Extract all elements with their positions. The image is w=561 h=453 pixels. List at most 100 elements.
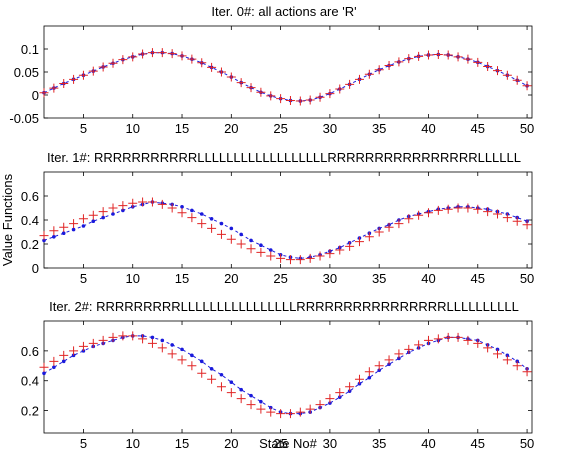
data-point-dot — [199, 359, 204, 364]
y-tick-label: 0.1 — [21, 42, 39, 57]
x-tick-label: 15 — [175, 121, 189, 136]
data-point-plus — [453, 52, 463, 62]
data-point-plus — [423, 335, 433, 345]
data-point-plus — [128, 331, 138, 341]
data-point-plus — [88, 210, 98, 220]
data-point-plus — [236, 239, 246, 249]
x-tick-label: 10 — [125, 121, 139, 136]
x-tick-label: 35 — [372, 271, 386, 286]
data-point-plus — [216, 382, 226, 392]
data-point-plus — [157, 48, 167, 58]
data-point-plus — [138, 197, 148, 207]
data-point-plus — [384, 61, 394, 71]
data-point-plus — [59, 79, 69, 88]
x-tick-label: 30 — [323, 271, 337, 286]
data-point-plus — [236, 394, 246, 404]
y-tick-label: 0.4 — [21, 213, 39, 228]
data-point-plus — [49, 356, 59, 366]
x-axis-label: State No# — [259, 436, 318, 451]
y-tick-label: 0.2 — [21, 237, 39, 252]
plot-frame-iter-1 — [43, 171, 533, 269]
data-point-plus — [69, 219, 79, 229]
x-tick-label: 15 — [175, 271, 189, 286]
data-point-plus — [345, 382, 355, 392]
data-point-plus — [512, 361, 522, 371]
x-tick-label: 20 — [224, 271, 238, 286]
data-point-plus — [59, 350, 69, 360]
data-point-plus — [276, 409, 286, 419]
data-point-plus — [285, 96, 295, 106]
data-point-plus — [207, 223, 217, 233]
data-point-dot — [170, 343, 174, 347]
x-tick-label: 35 — [372, 436, 386, 451]
data-point-plus — [364, 69, 374, 79]
data-point-plus — [335, 388, 345, 398]
plot-frame-iter-2 — [43, 320, 533, 434]
data-point-plus — [88, 66, 98, 76]
y-tick-label: 0 — [32, 88, 39, 103]
data-point-plus — [384, 355, 394, 365]
x-tick-label: 5 — [80, 121, 87, 136]
data-point-plus — [226, 388, 236, 398]
data-point-plus — [374, 361, 384, 371]
data-point-plus — [138, 49, 148, 59]
data-point-plus — [49, 226, 59, 236]
data-point-plus — [453, 203, 463, 213]
data-point-plus — [325, 249, 335, 259]
data-point-plus — [463, 203, 473, 213]
x-tick-label: 50 — [520, 436, 534, 451]
data-point-plus — [473, 204, 483, 214]
data-point-plus — [502, 213, 512, 223]
data-point-plus — [364, 367, 374, 377]
panel-iter-0: Iter. 0#: all actions are 'R' 5 10 15 20 25 3… — [9, 4, 534, 136]
data-point-plus — [39, 231, 49, 241]
y-tick-label: 0.2 — [21, 404, 39, 419]
data-point-plus — [226, 234, 236, 244]
data-point-plus — [492, 66, 502, 76]
data-point-plus — [266, 251, 276, 261]
data-point-plus — [216, 67, 226, 77]
data-point-plus — [256, 404, 266, 414]
data-point-plus — [522, 81, 532, 91]
data-point-plus — [118, 55, 128, 65]
data-point-dot — [190, 208, 194, 213]
data-point-dot — [42, 238, 46, 243]
data-point-dot — [52, 365, 56, 370]
data-point-plus — [147, 338, 157, 348]
data-point-plus — [177, 51, 187, 61]
data-point-plus — [49, 83, 59, 93]
x-tick-label: 40 — [421, 121, 435, 136]
data-point-plus — [98, 62, 108, 72]
data-point-dot — [209, 217, 214, 221]
data-point-plus — [423, 208, 433, 218]
data-point-plus — [246, 244, 256, 254]
data-point-plus — [512, 216, 522, 226]
y-tick-label: -0.05 — [9, 111, 39, 126]
x-tick-label: 25 — [273, 271, 287, 286]
data-point-dot — [71, 227, 76, 232]
data-point-plus — [157, 343, 167, 353]
data-point-plus — [187, 213, 197, 223]
data-point-plus — [207, 374, 217, 384]
data-point-plus — [483, 343, 493, 353]
data-point-plus — [197, 58, 207, 68]
data-point-plus — [453, 332, 463, 342]
data-point-plus — [167, 49, 177, 59]
data-point-plus — [128, 52, 138, 62]
data-point-plus — [335, 84, 345, 94]
data-point-plus — [443, 204, 453, 214]
data-point-plus — [492, 349, 502, 359]
plot-area-iter-2: 5 10 15 20 25 30 35 40 45 50 0.2 0.4 0.6 — [21, 321, 534, 451]
data-point-plus — [108, 58, 118, 68]
data-point-plus — [374, 227, 384, 237]
data-point-plus — [463, 335, 473, 345]
data-point-plus — [197, 219, 207, 229]
data-point-plus — [138, 334, 148, 344]
data-point-plus — [276, 94, 286, 104]
x-tick-label: 25 — [273, 436, 287, 451]
data-point-plus — [118, 331, 128, 341]
data-point-plus — [335, 245, 345, 255]
data-point-plus — [177, 208, 187, 218]
data-point-dot — [180, 347, 184, 352]
